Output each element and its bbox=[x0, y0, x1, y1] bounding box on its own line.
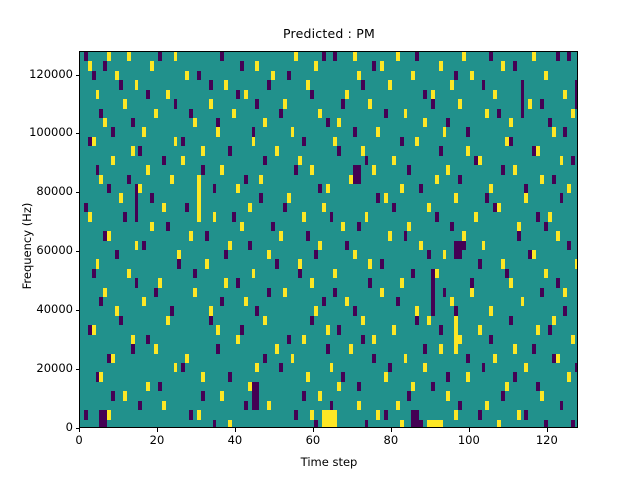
heatmap-axes bbox=[79, 51, 578, 428]
y-tick-mark bbox=[75, 251, 79, 253]
x-tick-mark bbox=[468, 428, 470, 432]
y-tick-mark bbox=[75, 74, 79, 76]
heatmap-image bbox=[80, 52, 577, 427]
y-tick-label: 40000 bbox=[36, 302, 73, 317]
y-tick-label: 100000 bbox=[29, 125, 73, 140]
y-tick-mark bbox=[75, 369, 79, 371]
x-tick-label: 0 bbox=[75, 433, 83, 447]
y-tick-label: 20000 bbox=[36, 361, 73, 376]
x-tick-mark bbox=[79, 428, 80, 432]
y-tick-mark bbox=[75, 310, 79, 312]
y-tick-label: 0 bbox=[65, 420, 73, 434]
x-tick-label: 100 bbox=[457, 433, 480, 447]
y-tick-label: 80000 bbox=[36, 184, 73, 199]
y-tick-mark bbox=[75, 428, 79, 429]
x-tick-mark bbox=[312, 428, 314, 432]
y-tick-mark bbox=[75, 192, 79, 194]
x-tick-label: 40 bbox=[227, 433, 243, 447]
y-tick-label: 60000 bbox=[36, 243, 73, 258]
x-tick-label: 60 bbox=[305, 433, 321, 447]
y-tick-mark bbox=[75, 133, 79, 135]
x-tick-label: 80 bbox=[383, 433, 399, 447]
y-tick-label: 120000 bbox=[29, 66, 73, 81]
x-tick-label: 20 bbox=[149, 433, 165, 447]
x-tick-mark bbox=[390, 428, 392, 432]
x-tick-mark bbox=[156, 428, 158, 432]
y-axis-label: Frequency (Hz) bbox=[20, 202, 34, 290]
x-axis-label: Time step bbox=[300, 455, 358, 469]
x-tick-mark bbox=[234, 428, 236, 432]
x-tick-mark bbox=[546, 428, 548, 432]
x-tick-label: 120 bbox=[535, 433, 558, 447]
chart-title: Predicted : PM bbox=[283, 26, 375, 41]
